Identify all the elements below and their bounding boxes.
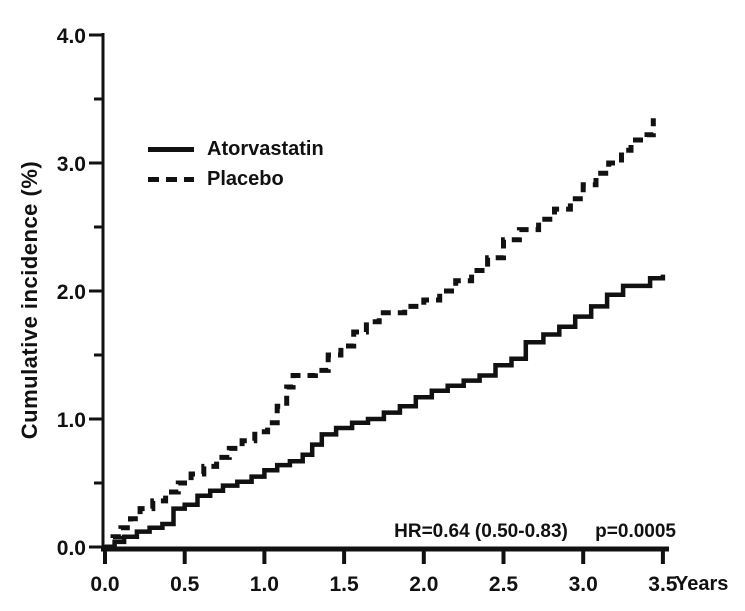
y-tick-label: 1.0	[57, 409, 86, 432]
series-curve-placebo	[105, 118, 656, 550]
x-tick-label: 0.5	[170, 573, 200, 596]
legend: Atorvastatin Placebo	[148, 134, 324, 194]
legend-item-atorvastatin: Atorvastatin	[148, 134, 324, 164]
legend-item-placebo: Placebo	[148, 164, 324, 194]
x-tick-label: 2.5	[489, 573, 519, 596]
legend-label-placebo: Placebo	[207, 167, 284, 190]
y-axis-title: Cumulative incidence (%)	[17, 160, 42, 440]
x-tick-label: 1.5	[329, 573, 359, 596]
legend-label-atorvastatin: Atorvastatin	[207, 137, 324, 160]
x-tick-label: 3.0	[569, 573, 598, 596]
dashed-line-swatch	[148, 176, 194, 182]
x-tick-label: 0.0	[90, 573, 119, 596]
x-tick-label: 3.5	[648, 573, 678, 596]
y-tick-label: 2.0	[57, 281, 86, 304]
hr-text: HR=0.64 (0.50-0.83)	[394, 521, 568, 542]
solid-line-swatch	[148, 146, 194, 152]
p-value-text: p=0.0005	[595, 521, 676, 542]
y-tick-label: 0.0	[57, 537, 86, 560]
x-tick-label: 1.0	[250, 573, 279, 596]
series-curve-atorvastatin	[102, 274, 666, 550]
y-tick-label: 3.0	[57, 153, 86, 176]
x-axis-unit-label: Years	[675, 573, 729, 595]
hr-annotation: HR=0.64 (0.50-0.83) p=0.0005	[0, 521, 676, 543]
x-tick-label: 2.0	[409, 573, 438, 596]
y-tick-label: 4.0	[57, 25, 86, 48]
